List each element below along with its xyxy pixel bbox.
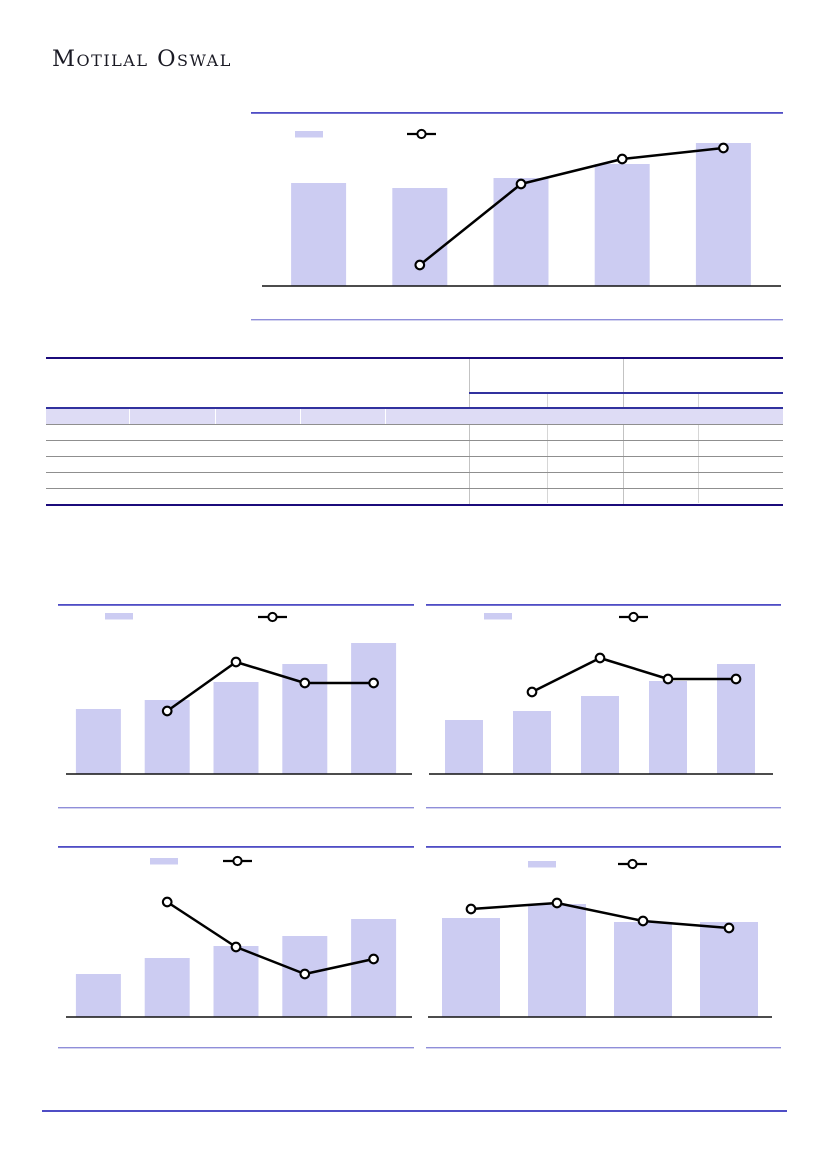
line-marker xyxy=(161,705,173,717)
bar xyxy=(700,922,758,1017)
line-marker xyxy=(662,673,674,685)
chart-bottom-rule xyxy=(251,319,783,321)
bar xyxy=(695,143,751,286)
table-header-column-divider xyxy=(215,409,217,424)
bar xyxy=(513,711,551,774)
chart-top-rule xyxy=(426,846,781,848)
line-marker xyxy=(526,686,538,698)
legend-line-marker xyxy=(416,128,427,140)
chart-bottom-left xyxy=(58,846,414,1049)
bar xyxy=(581,696,619,774)
table-top-border xyxy=(46,357,783,360)
line-marker xyxy=(230,941,242,953)
table-row-divider xyxy=(46,472,783,474)
line-marker xyxy=(161,896,173,908)
legend-line-marker xyxy=(232,855,243,867)
bar xyxy=(351,919,397,1017)
legend-bar-swatch xyxy=(528,861,556,868)
table-subheader-rule xyxy=(469,392,783,394)
chart-top-rule xyxy=(58,846,414,848)
table-header-top-rule xyxy=(46,407,783,409)
line-marker xyxy=(368,953,379,965)
table-header-column-divider xyxy=(385,409,387,424)
bar xyxy=(442,918,500,1017)
bar xyxy=(144,958,190,1017)
bar xyxy=(649,681,687,774)
bar xyxy=(75,709,121,774)
chart-bottom-rule xyxy=(58,1047,414,1049)
table-section-divider xyxy=(623,359,624,504)
brand-logo: Motilal Oswal xyxy=(52,46,232,72)
financial-summary-table xyxy=(46,357,783,507)
table-row-divider xyxy=(46,424,783,426)
line-marker xyxy=(616,153,628,165)
chart-bottom-right xyxy=(426,846,781,1049)
table-row-divider xyxy=(46,456,783,458)
chart-top-rule xyxy=(58,604,414,606)
table-header-column-divider xyxy=(129,409,131,424)
chart-mid-right xyxy=(426,604,781,809)
legend-line-marker xyxy=(628,611,639,623)
table-header-column-divider xyxy=(300,409,302,424)
table-subcolumn-divider xyxy=(698,392,699,503)
line-series xyxy=(166,900,374,976)
bar xyxy=(594,164,650,286)
line-marker xyxy=(299,677,311,689)
bar xyxy=(528,904,586,1017)
line-marker xyxy=(730,673,742,685)
line-marker xyxy=(718,142,729,154)
legend-bar-swatch xyxy=(150,858,178,865)
line-series xyxy=(470,901,730,930)
bar xyxy=(445,720,483,774)
line-marker xyxy=(368,677,379,689)
line-marker xyxy=(299,968,311,980)
bar xyxy=(291,183,347,286)
chart-bottom-rule xyxy=(58,807,414,809)
footer-rule xyxy=(42,1110,787,1112)
table-section-divider xyxy=(469,359,470,504)
line-marker xyxy=(723,922,735,934)
line-marker xyxy=(230,656,242,668)
line-series xyxy=(166,660,374,713)
chart-bottom-rule xyxy=(426,1047,781,1049)
line-marker xyxy=(594,652,606,664)
table-subcolumn-divider xyxy=(547,392,548,503)
bar xyxy=(493,178,549,286)
line-marker xyxy=(637,915,649,927)
line-series xyxy=(419,146,724,266)
chart-mid-left xyxy=(58,604,414,809)
bar xyxy=(351,643,397,774)
legend-bar-swatch xyxy=(105,613,133,620)
table-row-divider xyxy=(46,440,783,442)
line-marker xyxy=(551,897,563,909)
bar xyxy=(213,946,259,1017)
chart-top-rule xyxy=(251,112,783,114)
table-bottom-border xyxy=(46,503,783,506)
chart-top xyxy=(251,112,783,321)
line-marker xyxy=(515,178,527,190)
bar xyxy=(614,922,672,1017)
bar xyxy=(392,188,448,286)
chart-bottom-rule xyxy=(426,807,781,809)
table-row-divider xyxy=(46,488,783,490)
legend-line-marker xyxy=(627,858,638,870)
chart-top-rule xyxy=(426,604,781,606)
bar xyxy=(75,974,121,1017)
line-series xyxy=(531,656,736,694)
legend-bar-swatch xyxy=(295,131,323,138)
line-marker xyxy=(465,903,477,915)
line-marker xyxy=(414,259,426,271)
bar xyxy=(213,682,259,774)
table-header-row xyxy=(46,408,783,424)
legend-bar-swatch xyxy=(484,613,512,620)
legend-line-marker xyxy=(267,611,278,623)
